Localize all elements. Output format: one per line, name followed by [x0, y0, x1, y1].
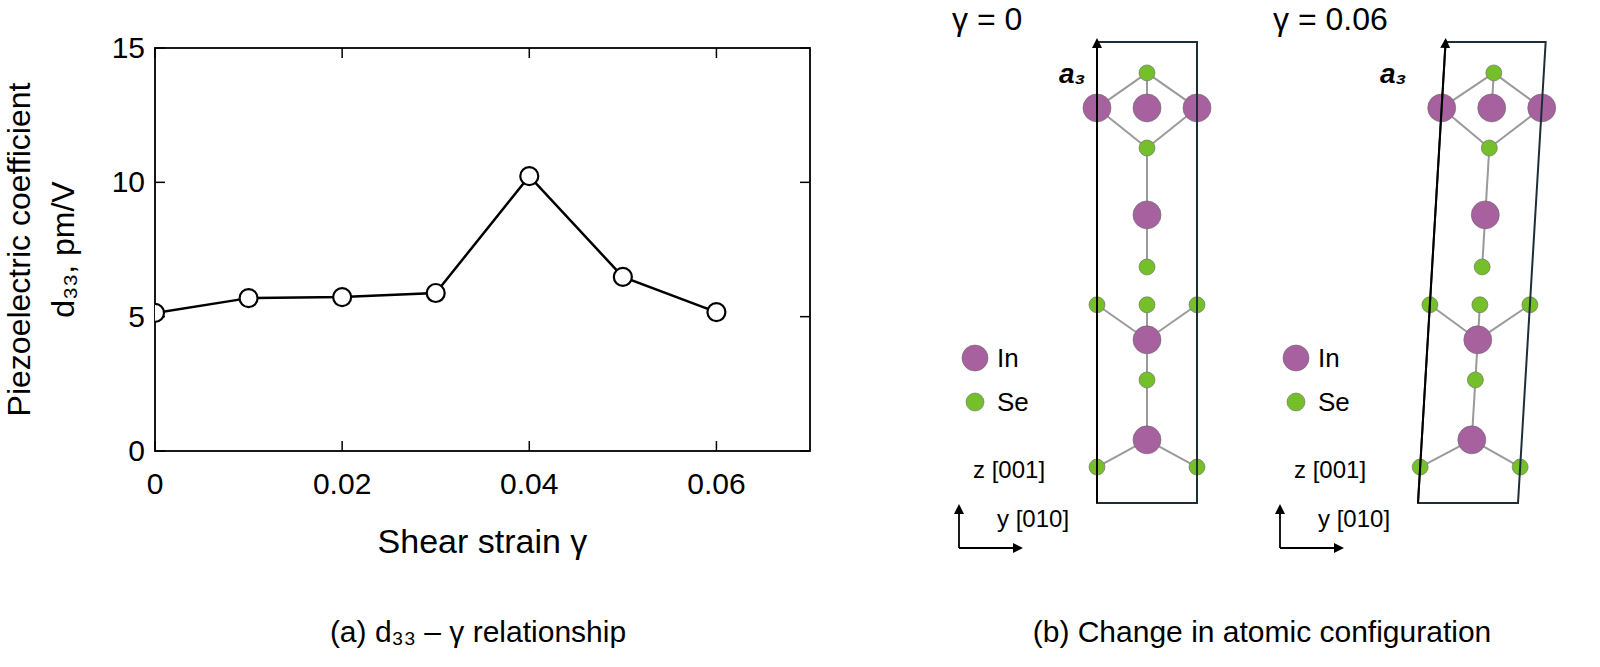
legend-swatch — [962, 345, 988, 371]
atom — [1486, 65, 1502, 81]
atom — [1474, 259, 1490, 275]
axis-arrow — [959, 547, 1021, 549]
x-tick-label: 0.02 — [313, 467, 371, 500]
atom — [1139, 259, 1155, 275]
data-point — [427, 284, 445, 302]
atom — [1133, 201, 1161, 229]
atom — [1139, 372, 1155, 388]
y-tick-label: 0 — [128, 434, 145, 467]
caption: (a) d₃₃ – γ relationship — [330, 615, 626, 648]
y-tick-label: 15 — [112, 31, 145, 64]
legend-swatch — [966, 393, 984, 411]
vector-label: a₃ — [1380, 58, 1406, 89]
atom — [1133, 426, 1161, 454]
legend-swatch — [1287, 393, 1305, 411]
y-axis-title: d₃₃, pm/V — [45, 181, 81, 318]
axis-arrow — [1279, 506, 1281, 548]
legend-label: Se — [997, 387, 1029, 417]
unit-cell — [1097, 42, 1197, 503]
legend-label: In — [997, 343, 1019, 373]
axis-label: y [010] — [1318, 505, 1390, 532]
atom — [1471, 201, 1499, 229]
x-tick — [341, 441, 343, 451]
panel-title: γ = 0 — [952, 1, 1022, 37]
legend-label: Se — [1318, 387, 1350, 417]
x-tick-label: 0.06 — [687, 467, 745, 500]
data-point — [240, 289, 258, 307]
atom — [1458, 426, 1486, 454]
data-point — [333, 288, 351, 306]
lattice-vector — [1418, 40, 1446, 503]
y-axis-title: Piezoelectric coefficient — [1, 82, 37, 416]
x-tick-top — [716, 48, 718, 58]
legend-swatch — [1283, 345, 1309, 371]
y-tick-label: 5 — [128, 300, 145, 333]
y-tick-right — [800, 316, 810, 318]
atom — [1481, 140, 1497, 156]
axis-label: y [010] — [997, 505, 1069, 532]
y-tick-right — [800, 182, 810, 184]
data-group — [155, 167, 725, 322]
axis-label: z [001] — [1294, 456, 1366, 483]
atom — [1472, 297, 1488, 313]
data-line — [155, 176, 716, 313]
atom — [1133, 94, 1161, 122]
data-point — [614, 268, 632, 286]
y-tick — [155, 182, 165, 184]
data-point — [707, 303, 725, 321]
panel-b: γ = 0 a₃ In Se z [001] y [010] γ = 0.06 a₃ In Se z… — [952, 1, 1556, 648]
axis-arrow — [958, 506, 960, 548]
legend-label: In — [1318, 343, 1340, 373]
panel-title: γ = 0.06 — [1273, 1, 1388, 37]
panel-a: 0 0.02 0.04 0.06 0 5 10 15 Shear strain γ Piezoel… — [1, 31, 810, 648]
figure: 0 0.02 0.04 0.06 0 5 10 15 Shear strain γ Piezoel… — [0, 0, 1600, 667]
axis-arrow — [1280, 547, 1342, 549]
x-tick-label: 0.04 — [500, 467, 558, 500]
atom — [1464, 326, 1492, 354]
x-tick — [529, 441, 531, 451]
structure-panel: γ = 0 a₃ In Se z [001] y [010] — [952, 1, 1211, 548]
plot-frame — [155, 48, 810, 451]
atom — [1139, 65, 1155, 81]
x-axis-title: Shear strain γ — [378, 522, 588, 560]
x-tick — [716, 441, 718, 451]
structure-panel: γ = 0.06 a₃ In Se z [001] y [010] — [1273, 1, 1556, 548]
atom — [1478, 94, 1506, 122]
data-point — [155, 304, 164, 322]
x-tick-top — [341, 48, 343, 58]
atom — [1139, 297, 1155, 313]
lattice-vector — [1096, 40, 1098, 503]
x-tick-top — [529, 48, 531, 58]
atom — [1139, 140, 1155, 156]
y-tick-label: 10 — [112, 165, 145, 198]
x-tick-label: 0 — [147, 467, 164, 500]
atom — [1133, 326, 1161, 354]
atom — [1467, 372, 1483, 388]
axis-label: z [001] — [973, 456, 1045, 483]
caption: (b) Change in atomic configuration — [1033, 615, 1492, 648]
vector-label: a₃ — [1059, 58, 1085, 89]
data-point — [520, 167, 538, 185]
unit-cell — [1418, 42, 1546, 503]
